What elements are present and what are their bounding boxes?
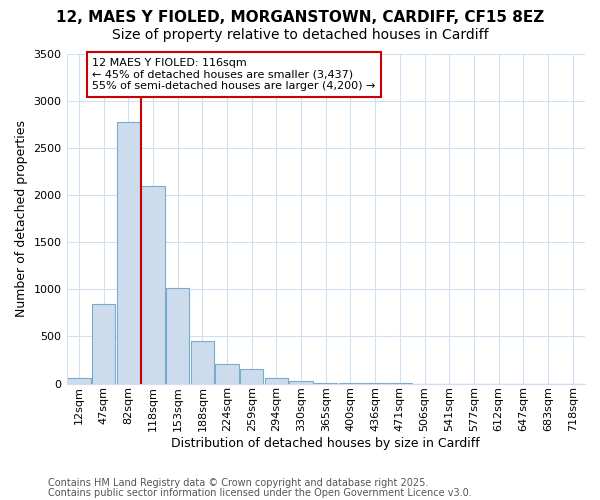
Text: Size of property relative to detached houses in Cardiff: Size of property relative to detached ho… bbox=[112, 28, 488, 42]
Text: Contains public sector information licensed under the Open Government Licence v3: Contains public sector information licen… bbox=[48, 488, 472, 498]
Bar bbox=[240, 370, 263, 384]
Bar bbox=[265, 378, 288, 384]
Bar bbox=[166, 288, 190, 384]
Bar bbox=[141, 186, 164, 384]
Text: 12, MAES Y FIOLED, MORGANSTOWN, CARDIFF, CF15 8EZ: 12, MAES Y FIOLED, MORGANSTOWN, CARDIFF,… bbox=[56, 10, 544, 25]
Bar bbox=[67, 378, 91, 384]
Bar bbox=[92, 304, 115, 384]
Y-axis label: Number of detached properties: Number of detached properties bbox=[15, 120, 28, 318]
Text: 12 MAES Y FIOLED: 116sqm
← 45% of detached houses are smaller (3,437)
55% of sem: 12 MAES Y FIOLED: 116sqm ← 45% of detach… bbox=[92, 58, 376, 91]
Text: Contains HM Land Registry data © Crown copyright and database right 2025.: Contains HM Land Registry data © Crown c… bbox=[48, 478, 428, 488]
Bar bbox=[116, 122, 140, 384]
Bar bbox=[289, 380, 313, 384]
Bar bbox=[215, 364, 239, 384]
Bar bbox=[191, 341, 214, 384]
X-axis label: Distribution of detached houses by size in Cardiff: Distribution of detached houses by size … bbox=[172, 437, 480, 450]
